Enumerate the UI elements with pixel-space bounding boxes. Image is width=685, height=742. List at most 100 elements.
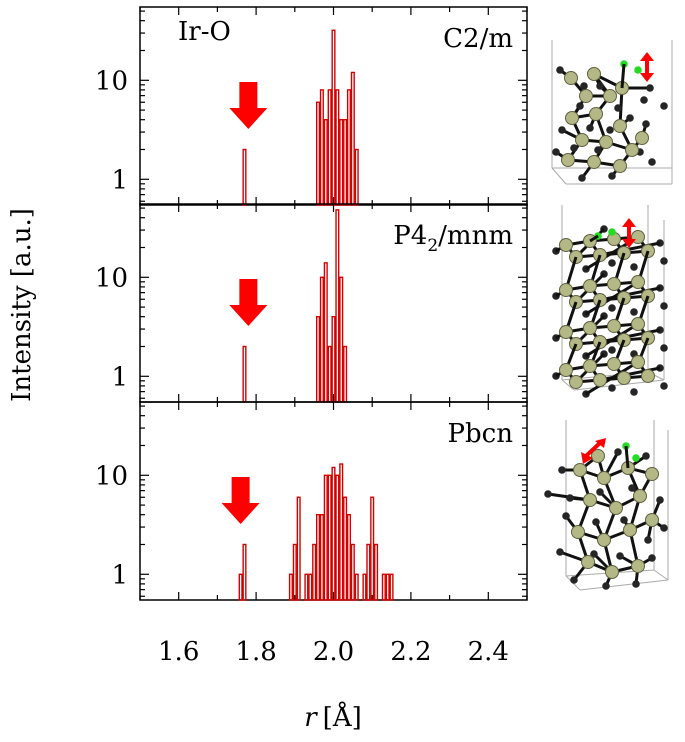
- histogram-bar: [381, 573, 386, 601]
- ir-atom: [641, 369, 655, 383]
- y-tick-label: 1: [111, 165, 128, 195]
- down-arrow-icon: [229, 279, 268, 326]
- y-ticks: [140, 207, 527, 399]
- ir-atom: [631, 317, 645, 331]
- o-atom: [660, 302, 668, 310]
- histogram-bar: [354, 148, 359, 206]
- ir-atom: [579, 89, 593, 103]
- ir-atom: [605, 565, 619, 579]
- o-atom: [594, 146, 602, 154]
- ir-atom: [583, 321, 597, 335]
- bond: [620, 63, 626, 89]
- histogram-bar: [288, 573, 293, 601]
- ir-atom: [589, 107, 603, 121]
- o-atom-surface: [634, 66, 642, 74]
- bars: [242, 29, 359, 206]
- o-atom: [562, 512, 570, 520]
- ir-atom: [559, 325, 573, 339]
- bond: [585, 360, 639, 396]
- histogram-bar: [323, 474, 328, 601]
- x-tick-label: 1.6: [158, 637, 199, 667]
- o-atom: [606, 126, 614, 134]
- histogram-bar: [315, 513, 321, 601]
- histogram-bar: [319, 513, 324, 601]
- o-atom: [596, 488, 604, 496]
- ir-atom: [559, 283, 573, 297]
- ir-atom: [613, 159, 627, 173]
- bond: [585, 280, 639, 316]
- panel-3: 1 10 Pbcn: [95, 401, 528, 601]
- x-tick-label: 2.4: [468, 637, 509, 667]
- o-atom: [608, 384, 616, 392]
- x-axis-variable: r: [304, 703, 318, 733]
- ir-atom: [631, 559, 645, 573]
- ir-atom: [569, 375, 583, 389]
- ir-atom: [633, 489, 647, 503]
- histogram-bar: [327, 474, 332, 601]
- histogram-bar: [315, 101, 321, 206]
- histogram-bar: [335, 474, 340, 601]
- ir-atom: [597, 533, 611, 547]
- o-atom: [616, 552, 624, 560]
- o-atom: [556, 548, 564, 556]
- bond: [624, 445, 630, 469]
- o-atom: [602, 582, 610, 590]
- structure-c2m: [551, 40, 673, 185]
- histogram-bar: [374, 543, 379, 601]
- histogram-bar: [339, 463, 344, 601]
- histogram-bar: [319, 89, 324, 206]
- histogram-bar: [292, 543, 297, 601]
- histogram-bar: [350, 543, 355, 601]
- o-atom: [608, 259, 616, 267]
- bond: [585, 322, 639, 358]
- histogram-bar: [339, 276, 344, 403]
- space-group-label: P42/mnm: [393, 221, 513, 256]
- ir-atom: [571, 525, 585, 539]
- o-atom: [558, 466, 566, 474]
- y-tick-label: 10: [95, 263, 128, 293]
- ir-atom: [591, 449, 605, 463]
- o-atom: [614, 448, 622, 456]
- down-arrow-icon: [221, 477, 260, 524]
- histogram-bar: [312, 543, 317, 601]
- x-tick-label: 1.8: [235, 637, 276, 667]
- histogram-bar: [346, 89, 352, 206]
- o-atom: [592, 518, 600, 526]
- ir-atom: [609, 501, 623, 515]
- ir-atom: [565, 111, 579, 125]
- ir-atom: [599, 135, 613, 149]
- o-atom: [660, 344, 668, 352]
- unit-cell-edge: [579, 579, 669, 591]
- o-atom: [552, 148, 560, 156]
- histogram-bar: [242, 345, 247, 403]
- x-tick-label: 2.0: [313, 637, 354, 667]
- unit-cell-edge: [653, 569, 669, 581]
- o-atom: [596, 82, 604, 90]
- o-atom: [586, 124, 594, 132]
- ir-atom: [575, 133, 589, 147]
- histogram-bar: [350, 71, 355, 206]
- ir-atom: [645, 467, 659, 481]
- o-atom: [556, 66, 564, 74]
- x-axis-label: r [Å]: [304, 701, 362, 733]
- structure-p42mnm: [552, 205, 668, 398]
- histogram-bar: [354, 573, 359, 601]
- histogram-bar: [335, 209, 340, 403]
- y-tick-label: 1: [111, 560, 128, 590]
- o-atom: [620, 516, 628, 524]
- o-atom: [578, 174, 586, 182]
- histogram-bar: [327, 89, 332, 206]
- o-atom: [648, 158, 656, 166]
- y-tick-label: 10: [95, 66, 128, 96]
- o-atom: [630, 388, 638, 396]
- space-group-label: C2/m: [443, 24, 513, 54]
- histogram-bar: [304, 573, 309, 601]
- o-atom: [640, 96, 648, 104]
- o-atom: [630, 263, 638, 271]
- histogram-bar: [343, 345, 348, 403]
- histogram-bar: [323, 262, 328, 403]
- y-ticks: [140, 405, 527, 597]
- crystal-structures: [544, 40, 673, 591]
- o-atom: [566, 494, 574, 502]
- ir-atom: [583, 493, 597, 507]
